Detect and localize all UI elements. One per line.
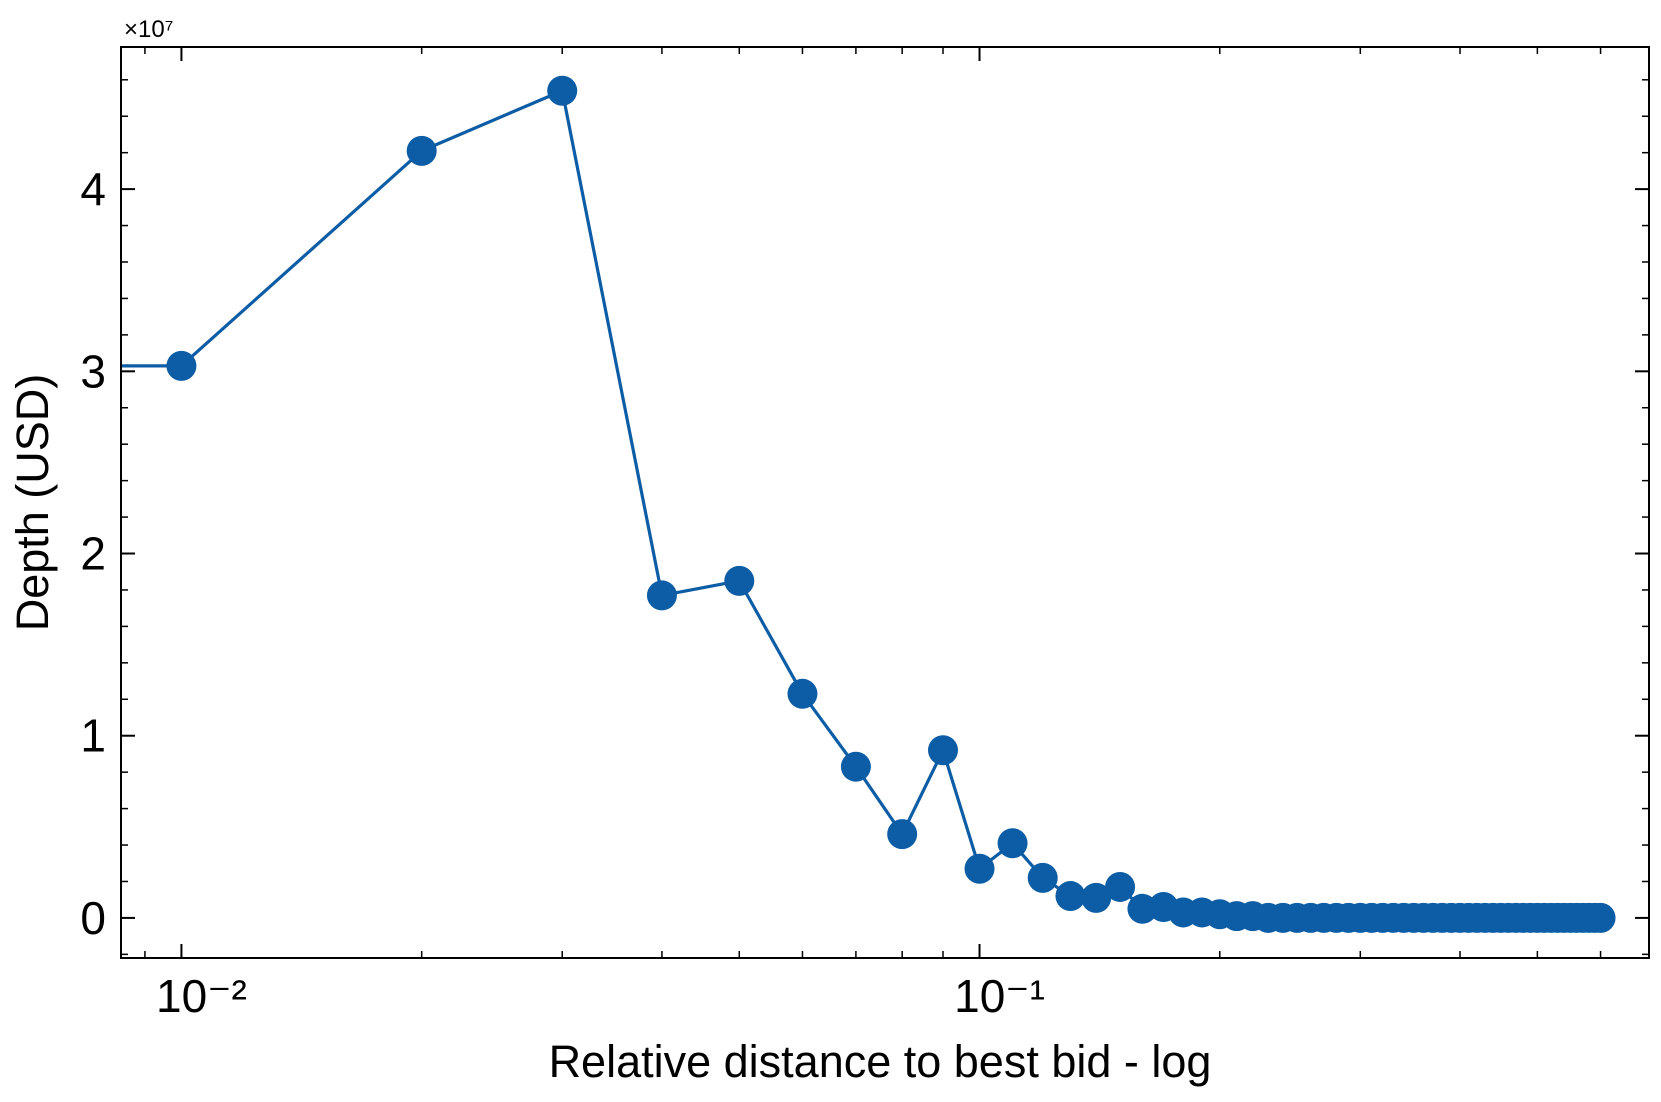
data-point — [1585, 902, 1616, 933]
axes-frame — [120, 46, 1650, 959]
data-point — [997, 828, 1028, 859]
data-point — [1027, 862, 1058, 893]
x-axis-label: Relative distance to best bid - log — [549, 1036, 1212, 1087]
data-point — [166, 350, 197, 381]
y-offset-multiplier: ×10⁷ — [124, 16, 173, 43]
data-point — [964, 853, 995, 884]
y-tick-label: 1 — [80, 710, 106, 762]
data-point — [1081, 882, 1112, 913]
x-tick-label: 10⁻² — [156, 970, 247, 1022]
x-tick-label: 10⁻¹ — [954, 970, 1045, 1022]
data-point — [1105, 871, 1136, 902]
data-point — [724, 565, 755, 596]
y-axis-label: Depth (USD) — [7, 374, 58, 632]
y-tick-label: 4 — [80, 163, 106, 215]
y-tick-label: 2 — [80, 528, 106, 580]
data-point — [406, 135, 437, 166]
data-point — [547, 75, 578, 106]
axis-ticks — [121, 47, 1649, 958]
data-point — [928, 735, 959, 766]
data-point — [646, 580, 677, 611]
data-point — [787, 678, 818, 709]
data-point — [887, 819, 918, 850]
axis-labels: 0 1 2 3 4 10⁻² 10⁻¹ Relative distance to best b… — [7, 16, 1211, 1087]
data-point — [1055, 881, 1086, 912]
y-tick-label: 0 — [80, 892, 106, 944]
plot-area — [121, 75, 1616, 933]
data-point — [840, 751, 871, 782]
series-line — [121, 89, 1601, 920]
y-tick-label: 3 — [80, 345, 106, 397]
